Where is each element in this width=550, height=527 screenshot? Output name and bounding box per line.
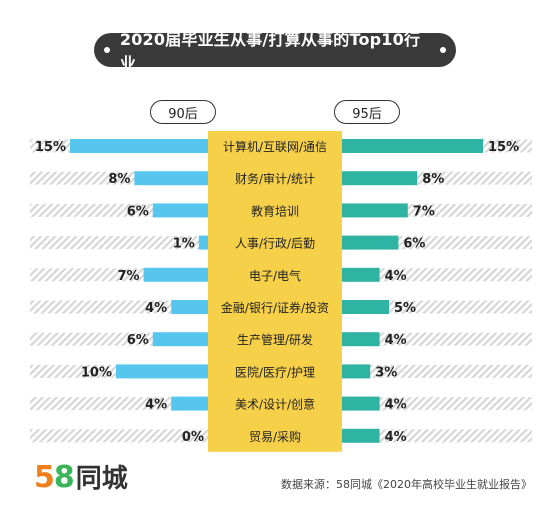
category-label-0: 计算机/互联网/通信 xyxy=(223,139,327,154)
bar-95-3 xyxy=(342,235,399,250)
bar-90-2 xyxy=(152,203,208,218)
title-dot-left xyxy=(104,47,110,53)
category-label-2: 教育培训 xyxy=(251,203,299,218)
left-track xyxy=(30,300,208,314)
bar-90-7 xyxy=(116,364,208,379)
value-label-90-2: 6% xyxy=(127,204,149,219)
bar-95-8 xyxy=(342,396,380,411)
bar-90-6 xyxy=(152,332,208,347)
brand-logo: 58 同城 xyxy=(34,460,128,495)
value-label-95-3: 6% xyxy=(403,237,425,252)
bar-95-6 xyxy=(342,332,380,347)
bar-90-0 xyxy=(70,139,208,153)
right-track xyxy=(342,268,532,282)
value-label-95-0: 15% xyxy=(488,140,519,155)
value-label-95-7: 3% xyxy=(375,365,397,380)
category-label-1: 财务/审计/统计 xyxy=(235,171,315,186)
value-label-90-7: 10% xyxy=(81,365,112,380)
bar-90-1 xyxy=(134,171,208,186)
left-track xyxy=(30,236,208,250)
title-dot-right xyxy=(440,47,446,53)
category-label-3: 人事/行政/后勤 xyxy=(235,237,315,251)
value-label-95-5: 5% xyxy=(394,301,416,316)
bar-95-0 xyxy=(342,139,483,153)
right-group-label: 95后 xyxy=(334,100,400,124)
category-label-column xyxy=(208,131,342,452)
left-track xyxy=(30,429,208,443)
value-label-90-0: 15% xyxy=(35,140,66,155)
category-label-9: 贸易/采购 xyxy=(249,429,301,444)
value-label-90-8: 4% xyxy=(145,398,167,413)
value-label-95-4: 4% xyxy=(385,269,407,284)
value-label-90-3: 1% xyxy=(173,237,195,252)
category-label-7: 医院/医疗/护理 xyxy=(235,365,315,379)
right-track xyxy=(342,429,532,443)
value-label-90-1: 8% xyxy=(108,172,130,187)
category-label-4: 电子/电气 xyxy=(249,268,301,283)
value-label-90-9: 0% xyxy=(182,430,204,445)
value-label-95-9: 4% xyxy=(385,430,407,445)
left-track xyxy=(30,397,208,411)
category-label-8: 美术/设计/创意 xyxy=(235,397,315,412)
bar-95-5 xyxy=(342,300,389,314)
right-track xyxy=(342,300,532,314)
bar-95-1 xyxy=(342,171,418,186)
bar-90-8 xyxy=(171,396,208,411)
value-label-90-6: 6% xyxy=(127,333,149,348)
chart-title-text: 2020届毕业生从事/打算从事的Top10行业 xyxy=(119,30,421,73)
value-label-95-2: 7% xyxy=(413,204,435,219)
value-label-95-6: 4% xyxy=(385,333,407,348)
value-label-90-5: 4% xyxy=(145,301,167,316)
bar-95-2 xyxy=(342,203,408,218)
value-label-95-8: 4% xyxy=(385,398,407,413)
data-source: 数据来源：58同城《2020年高校毕业生就业报告》 xyxy=(281,478,532,491)
right-track xyxy=(342,364,532,378)
bar-90-5 xyxy=(171,300,208,314)
bar-90-4 xyxy=(143,267,208,282)
value-label-90-4: 7% xyxy=(118,269,140,284)
category-label-6: 生产管理/研发 xyxy=(237,332,313,347)
right-track xyxy=(342,332,532,346)
bar-95-9 xyxy=(342,428,380,443)
bar-90-3 xyxy=(198,235,208,250)
chart-title: 2020届毕业生从事/打算从事的Top10行业 xyxy=(94,30,456,73)
category-label-5: 金融/银行/证券/投资 xyxy=(221,300,329,315)
right-track xyxy=(342,397,532,411)
left-group-label: 90后 xyxy=(150,100,216,124)
bar-95-4 xyxy=(342,267,380,282)
value-label-95-1: 8% xyxy=(422,172,444,187)
bar-95-7 xyxy=(342,364,371,379)
